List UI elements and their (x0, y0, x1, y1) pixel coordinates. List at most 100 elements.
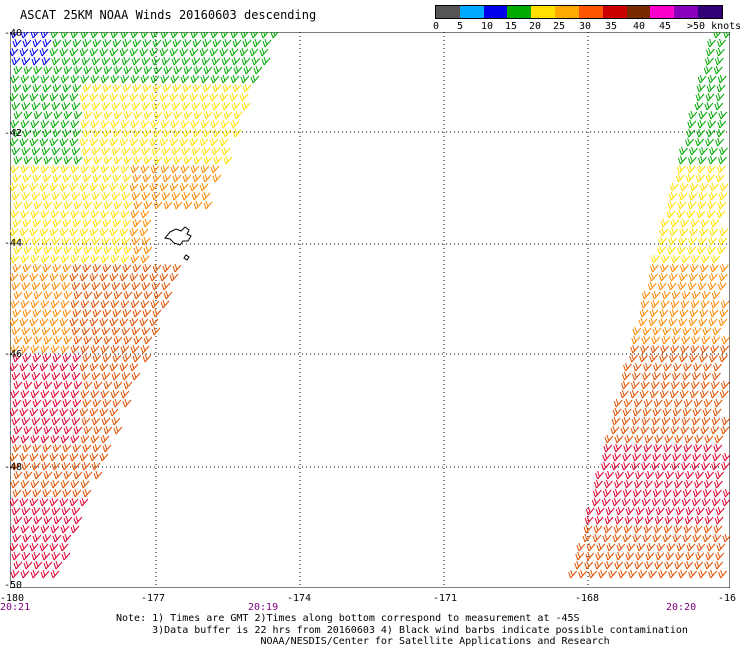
wind-barb (140, 299, 150, 309)
wind-barb (10, 74, 20, 84)
wind-barb (611, 461, 621, 471)
wind-barb (19, 362, 29, 372)
wind-barb (112, 353, 122, 363)
wind-barb (603, 524, 613, 534)
wind-barb (110, 32, 119, 39)
wind-barb (52, 38, 62, 48)
wind-barb (642, 452, 652, 462)
wind-barb (40, 32, 49, 39)
wind-barb (646, 542, 656, 552)
wind-barb (190, 74, 200, 84)
wind-barb (10, 497, 19, 507)
wind-barb (722, 488, 730, 498)
wind-barb (99, 362, 109, 372)
wind-barb (73, 110, 83, 120)
wind-barb (21, 191, 31, 201)
wind-barb (221, 56, 231, 66)
wind-barb (23, 560, 33, 570)
wind-barb (89, 272, 99, 282)
wind-barb (122, 173, 132, 183)
wind-barb (130, 299, 140, 309)
wind-barb (11, 101, 21, 111)
wind-barb (181, 146, 191, 156)
wind-barb (62, 533, 72, 543)
wind-barb (652, 452, 662, 462)
wind-barb (683, 443, 693, 453)
wind-barb (81, 56, 91, 66)
wind-barb (91, 326, 101, 336)
wind-barb (658, 272, 668, 282)
wind-barb (143, 65, 153, 75)
wind-barb (662, 326, 672, 336)
wind-barb (223, 155, 233, 165)
legend-color-swatch (483, 6, 508, 18)
wind-barb (575, 551, 585, 561)
wind-barb (171, 101, 181, 111)
wind-barb (625, 506, 635, 516)
wind-barb (697, 119, 707, 129)
wind-barb (635, 506, 645, 516)
lon-label: -177 (141, 593, 166, 604)
legend-unit-label: >50 knots (687, 21, 740, 32)
wind-barb (201, 146, 211, 156)
wind-barb (630, 344, 640, 354)
wind-barb (160, 74, 170, 84)
wind-barb (69, 92, 79, 102)
map-canvas (10, 32, 730, 588)
wind-barb (679, 182, 689, 192)
wind-barb (680, 425, 690, 435)
wind-barb (20, 209, 30, 219)
wind-barb (130, 119, 140, 129)
wind-barb (51, 146, 61, 156)
wind-barb (706, 164, 716, 174)
wind-barb (640, 425, 650, 435)
wind-barb (129, 92, 139, 102)
wind-barb (650, 299, 660, 309)
wind-barb (72, 308, 82, 318)
wind-barb (249, 47, 259, 57)
wind-barb (153, 65, 163, 75)
wind-barb (62, 353, 72, 363)
wind-barb (692, 452, 702, 462)
wind-barb (40, 479, 50, 489)
wind-barb (221, 101, 231, 111)
wind-barb (73, 290, 83, 300)
wind-barb (71, 191, 81, 201)
wind-barb (21, 506, 31, 516)
wind-barb (69, 407, 79, 417)
wind-barb (119, 362, 129, 372)
wind-barb (49, 227, 59, 237)
wind-barb (49, 407, 59, 417)
wind-barb (240, 32, 249, 39)
wind-barb (52, 128, 62, 138)
wind-barb (171, 56, 181, 66)
wind-barb (50, 74, 60, 84)
wind-barb (150, 74, 160, 84)
wind-barb (716, 128, 726, 138)
wind-barb (189, 47, 199, 57)
wind-barb (72, 263, 82, 273)
chatham-island-outline (164, 226, 192, 261)
wind-barb (709, 146, 718, 156)
wind-barb (22, 443, 32, 453)
wind-barb (20, 389, 30, 399)
wind-barb (62, 38, 72, 48)
wind-barb (172, 173, 182, 183)
wind-barb (109, 407, 119, 417)
lat-label: -40 (4, 28, 23, 39)
wind-barb (655, 551, 665, 561)
wind-barb (110, 74, 120, 84)
wind-barb (691, 254, 700, 264)
lat-label: -46 (4, 349, 23, 360)
wind-barb (714, 101, 724, 111)
wind-barb (594, 479, 603, 489)
wind-barb (91, 146, 101, 156)
wind-barb (568, 569, 578, 579)
wind-barb (707, 200, 717, 210)
wind-barb (92, 308, 102, 318)
wind-barb (666, 209, 676, 219)
wind-barb (40, 209, 50, 219)
wind-barb (59, 497, 69, 507)
wind-barb (712, 326, 722, 336)
wind-barb (654, 479, 663, 489)
